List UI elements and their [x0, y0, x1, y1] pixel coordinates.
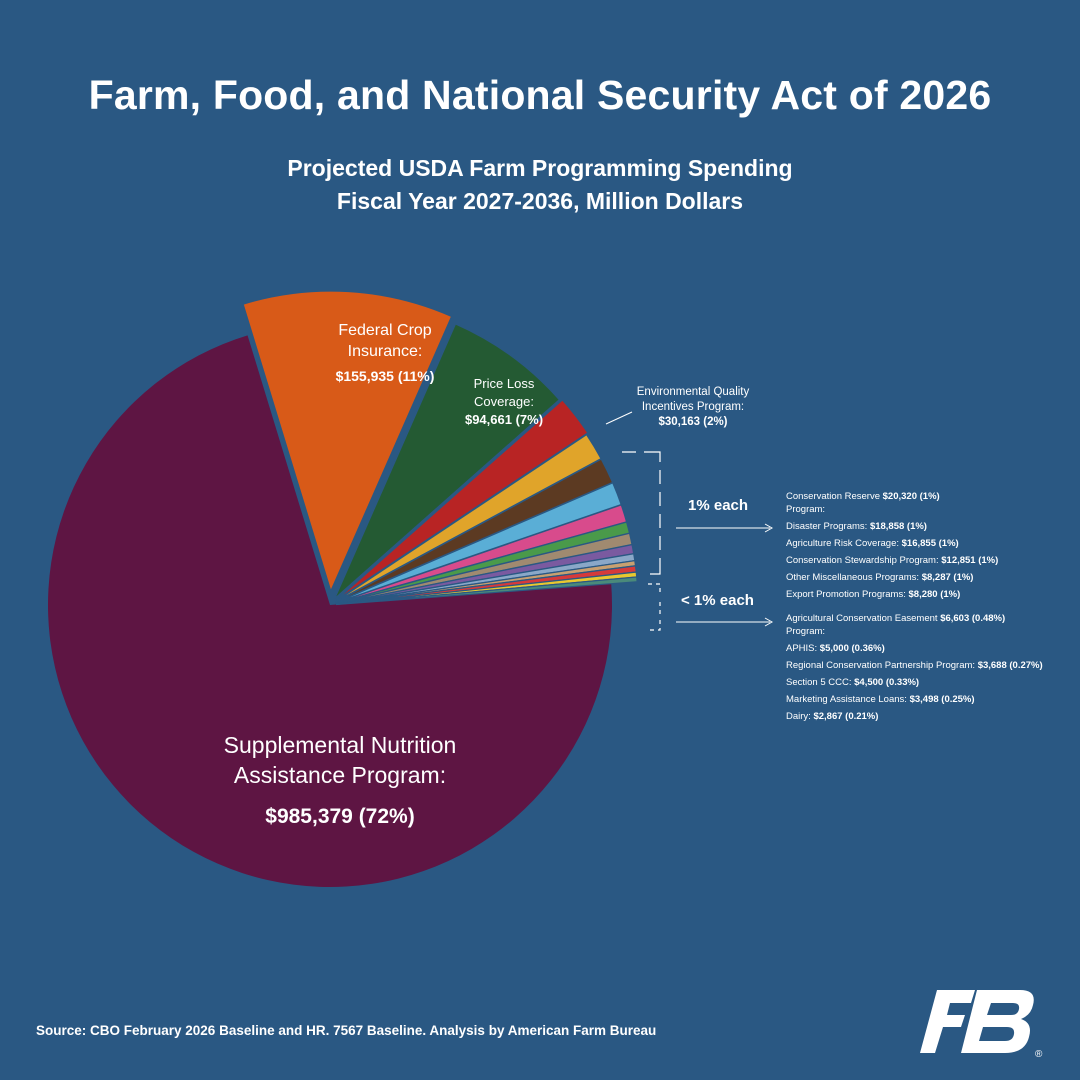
snap-name-line-2: Assistance Program: [233, 762, 447, 788]
group-lt1pct-item-value: $6,603 (0.48%) [940, 613, 1006, 624]
subtitle-line-2: Fiscal Year 2027-2036, Million Dollars [336, 188, 744, 214]
group-1pct-item-name: Other Miscellaneous Programs: [786, 572, 922, 583]
group-lt1pct-item-value: $2,867 (0.21%) [813, 711, 879, 722]
crop-insurance-name-line-2: Insurance: [347, 343, 423, 360]
group-lt1pct-item: Agricultural Conservation Easement $6,60… [786, 612, 1043, 625]
pie-slice-environmental-quality-incentives-program [335, 399, 589, 601]
group-lt1pct-item-name: Regional Conservation Partnership Progra… [786, 660, 978, 671]
eqip-name-line-2: Incentives Program: [641, 401, 745, 413]
group-1pct-item: Other Miscellaneous Programs: $8,287 (1%… [786, 571, 998, 584]
group-1pct-list: Conservation Reserve $20,320 (1%) Program… [786, 490, 998, 605]
pie-slice-dairy [335, 576, 638, 606]
group-1pct-item-name-cont: Program: [786, 504, 826, 515]
eqip-label: Environmental Quality Incentives Program… [618, 385, 768, 430]
group-lt1pct-item-value: $3,688 (0.27%) [977, 660, 1043, 671]
chart-subtitle: Projected USDA Farm Programming Spending… [0, 152, 1080, 218]
group-1pct-item: Conservation Stewardship Program: $12,85… [786, 554, 998, 567]
group-1pct-item-value: $12,851 (1%) [941, 555, 999, 566]
snap-label: Supplemental Nutrition Assistance Progra… [170, 730, 510, 832]
plc-label: Price Loss Coverage: $94,661 (7%) [445, 375, 563, 429]
group-1pct-item-value: $8,287 (1%) [921, 572, 974, 583]
group-1pct-item-name: Conservation Reserve [786, 491, 883, 502]
group-1pct-label: 1% each [688, 497, 749, 514]
arrow-1pct-head [764, 523, 774, 533]
pie-slice-supplemental-nutrition-assistance-program [47, 335, 612, 888]
eqip-leader-line [605, 411, 633, 425]
group-lt1pct-item-value: $3,498 (0.25%) [909, 694, 975, 705]
bracket-lt1pct [648, 583, 661, 631]
group-lt1pct-label: < 1% each [681, 592, 754, 609]
arrow-lt1pct-head [764, 617, 774, 627]
group-1pct-item-name: Conservation Stewardship Program: [786, 555, 942, 566]
group-1pct-item: Agriculture Risk Coverage: $16,855 (1%) [786, 537, 998, 550]
group-lt1pct-item-name: Dairy: [786, 711, 814, 722]
group-1pct-item-name: Export Promotion Programs: [786, 589, 909, 600]
registered-mark: ® [1035, 1049, 1043, 1060]
plc-name-line-2: Coverage: [474, 394, 534, 409]
group-lt1pct-item: Dairy: $2,867 (0.21%) [786, 710, 1043, 723]
group-1pct-item: Conservation Reserve $20,320 (1%) [786, 490, 998, 503]
crop-insurance-value: $155,935 (11%) [335, 368, 435, 384]
group-1pct-item-name: Agriculture Risk Coverage: [786, 538, 902, 549]
crop-insurance-name-line-1: Federal Crop [338, 322, 432, 339]
group-1pct-item: Disaster Programs: $18,858 (1%) [786, 520, 998, 533]
group-1pct-item-name: Disaster Programs: [786, 521, 870, 532]
callout-lines [605, 411, 774, 631]
group-lt1pct-item-value: $5,000 (0.36%) [819, 643, 885, 654]
bracket-1pct [622, 451, 661, 575]
source-note: Source: CBO February 2026 Baseline and H… [36, 1023, 657, 1038]
crop-insurance-label: Federal Crop Insurance: $155,935 (11%) [310, 320, 460, 387]
snap-value: $985,379 (72%) [265, 805, 415, 828]
pie-slice-federal-crop-insurance [242, 290, 453, 593]
list-gap [786, 601, 998, 605]
group-1pct-item-value: $18,858 (1%) [869, 521, 927, 532]
eqip-value: $30,163 (2%) [658, 416, 728, 428]
american-farm-bureau-logo: ® [920, 990, 1043, 1060]
pie-slices [47, 290, 638, 888]
page-title: Farm, Food, and National Security Act of… [88, 72, 992, 118]
group-lt1pct-item-name: Marketing Assistance Loans: [786, 694, 910, 705]
group-1pct-item: Export Promotion Programs: $8,280 (1%) [786, 588, 998, 601]
plc-value: $94,661 (7%) [464, 412, 544, 427]
group-1pct-item-value: $20,320 (1%) [882, 491, 940, 502]
group-lt1pct-item-value: $4,500 (0.33%) [854, 677, 920, 688]
list-gap [786, 723, 1043, 727]
group-1pct-item-value: $16,855 (1%) [901, 538, 959, 549]
group-lt1pct-item: Regional Conservation Partnership Progra… [786, 659, 1043, 672]
group-lt1pct-list: Agricultural Conservation Easement $6,60… [786, 612, 1043, 727]
group-lt1pct-item: Section 5 CCC: $4,500 (0.33%) [786, 676, 1043, 689]
snap-name-line-1: Supplemental Nutrition [223, 732, 457, 758]
group-lt1pct-item-name: Section 5 CCC: [786, 677, 855, 688]
plc-name-line-1: Price Loss [473, 376, 535, 391]
eqip-name-line-1: Environmental Quality [636, 386, 750, 398]
group-lt1pct-item-name: APHIS: [786, 643, 820, 654]
group-lt1pct-item: Marketing Assistance Loans: $3,498 (0.25… [786, 693, 1043, 706]
pie-slice-price-loss-coverage [334, 323, 561, 599]
group-1pct-item-value: $8,280 (1%) [908, 589, 961, 600]
group-lt1pct-item-name-cont: Program: [786, 626, 826, 637]
subtitle-line-1: Projected USDA Farm Programming Spending [287, 155, 793, 181]
group-lt1pct-item-name: Agricultural Conservation Easement [786, 613, 941, 624]
group-lt1pct-item: APHIS: $5,000 (0.36%) [786, 642, 1043, 655]
